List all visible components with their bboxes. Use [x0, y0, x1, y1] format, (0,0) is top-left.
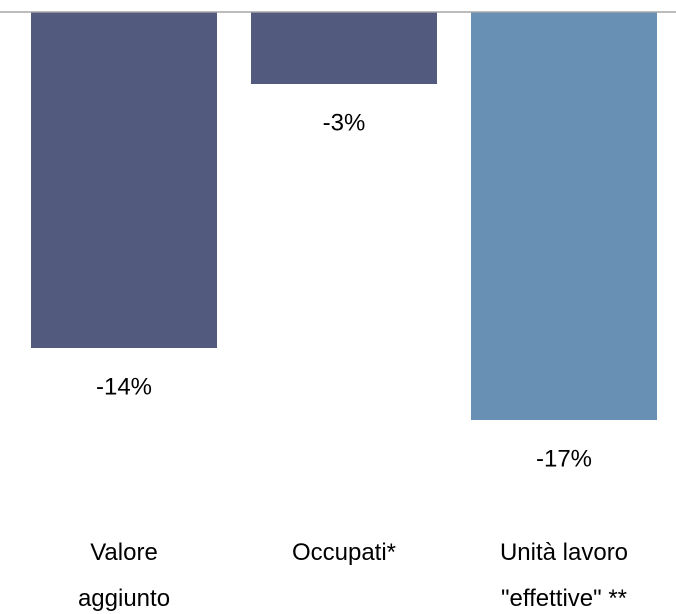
bar: [31, 12, 217, 348]
data-label: -17%: [536, 445, 592, 472]
bar: [471, 12, 657, 420]
x-tick-label: Unità lavoro "effettive" **: [500, 539, 628, 612]
x-tick-label: Valore aggiunto: [78, 539, 170, 612]
bar: [251, 12, 437, 84]
x-tick-label: Occupati*: [292, 539, 396, 566]
data-label: -3%: [323, 109, 366, 136]
data-label: -14%: [96, 373, 152, 400]
